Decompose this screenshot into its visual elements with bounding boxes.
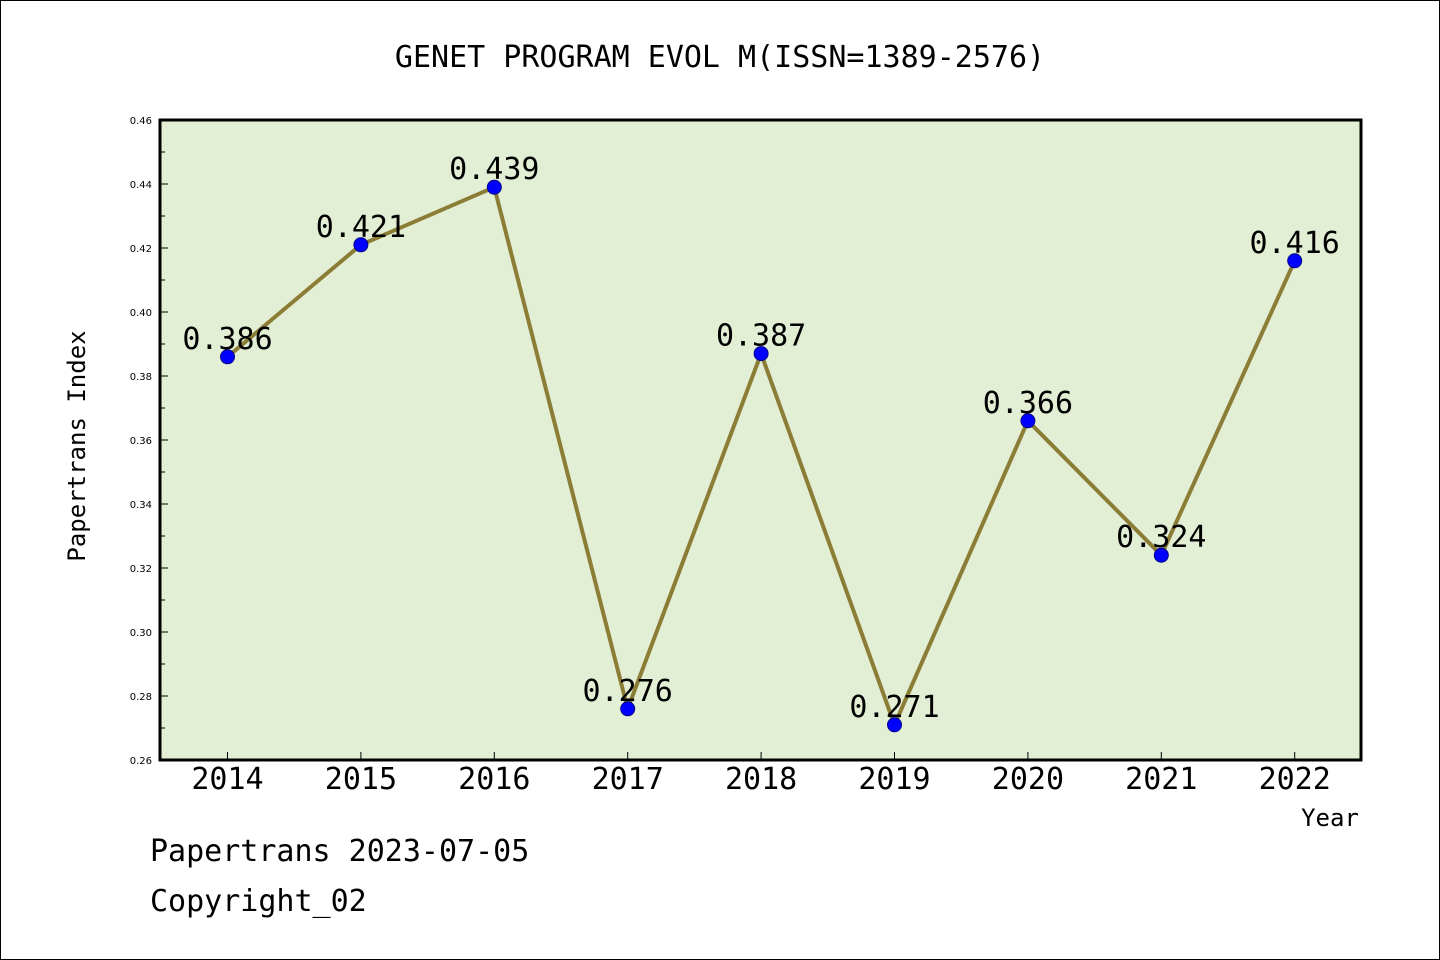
footer-date: Papertrans 2023-07-05 [150, 834, 530, 869]
data-point [1287, 253, 1303, 269]
footer-copyright: Copyright_02 [150, 884, 367, 919]
y-tick-label: 0.34 [130, 500, 152, 511]
plot-area [160, 120, 1361, 760]
y-tick-label: 0.46 [130, 116, 152, 127]
y-tick-label: 0.36 [130, 436, 152, 447]
x-axis-label: Year [1301, 804, 1359, 832]
x-tick-label: 2019 [858, 762, 930, 797]
data-point [220, 349, 235, 365]
data-label: 0.366 [983, 386, 1073, 421]
x-tick-label: 2021 [1125, 762, 1197, 797]
x-tick-label: 2015 [325, 762, 397, 797]
data-label: 0.386 [182, 322, 272, 357]
x-tick-label: 2018 [725, 762, 797, 797]
x-tick-label: 2020 [992, 762, 1064, 797]
y-axis-label: Papertrans Index [63, 330, 91, 561]
data-point [486, 179, 502, 195]
data-point [1153, 547, 1169, 563]
data-label: 0.387 [716, 319, 806, 354]
y-tick-label: 0.32 [130, 564, 152, 575]
y-tick-label: 0.38 [130, 372, 152, 383]
data-label: 0.416 [1250, 226, 1340, 261]
y-tick-label: 0.42 [130, 244, 152, 255]
y-tick-label: 0.40 [130, 308, 152, 319]
data-label: 0.271 [849, 690, 939, 725]
data-point [353, 237, 369, 253]
y-tick-label: 0.30 [130, 628, 152, 639]
data-point [620, 701, 636, 717]
y-tick-label: 0.26 [130, 756, 152, 767]
y-tick-label: 0.28 [130, 692, 152, 703]
data-point [1020, 413, 1036, 429]
data-label: 0.324 [1116, 520, 1206, 555]
chart-title: GENET PROGRAM EVOL M(ISSN=1389-2576) [395, 40, 1045, 75]
x-tick-label: 2017 [592, 762, 664, 797]
data-point [753, 346, 769, 362]
data-label: 0.276 [583, 674, 673, 709]
x-tick-label: 2014 [191, 762, 263, 797]
y-tick-label: 0.44 [130, 180, 152, 191]
data-label: 0.439 [449, 152, 539, 187]
x-tick-label: 2016 [458, 762, 530, 797]
data-label: 0.421 [316, 210, 406, 245]
plot-frame [158, 118, 1363, 762]
x-tick-label: 2022 [1259, 762, 1331, 797]
data-point [887, 717, 902, 733]
